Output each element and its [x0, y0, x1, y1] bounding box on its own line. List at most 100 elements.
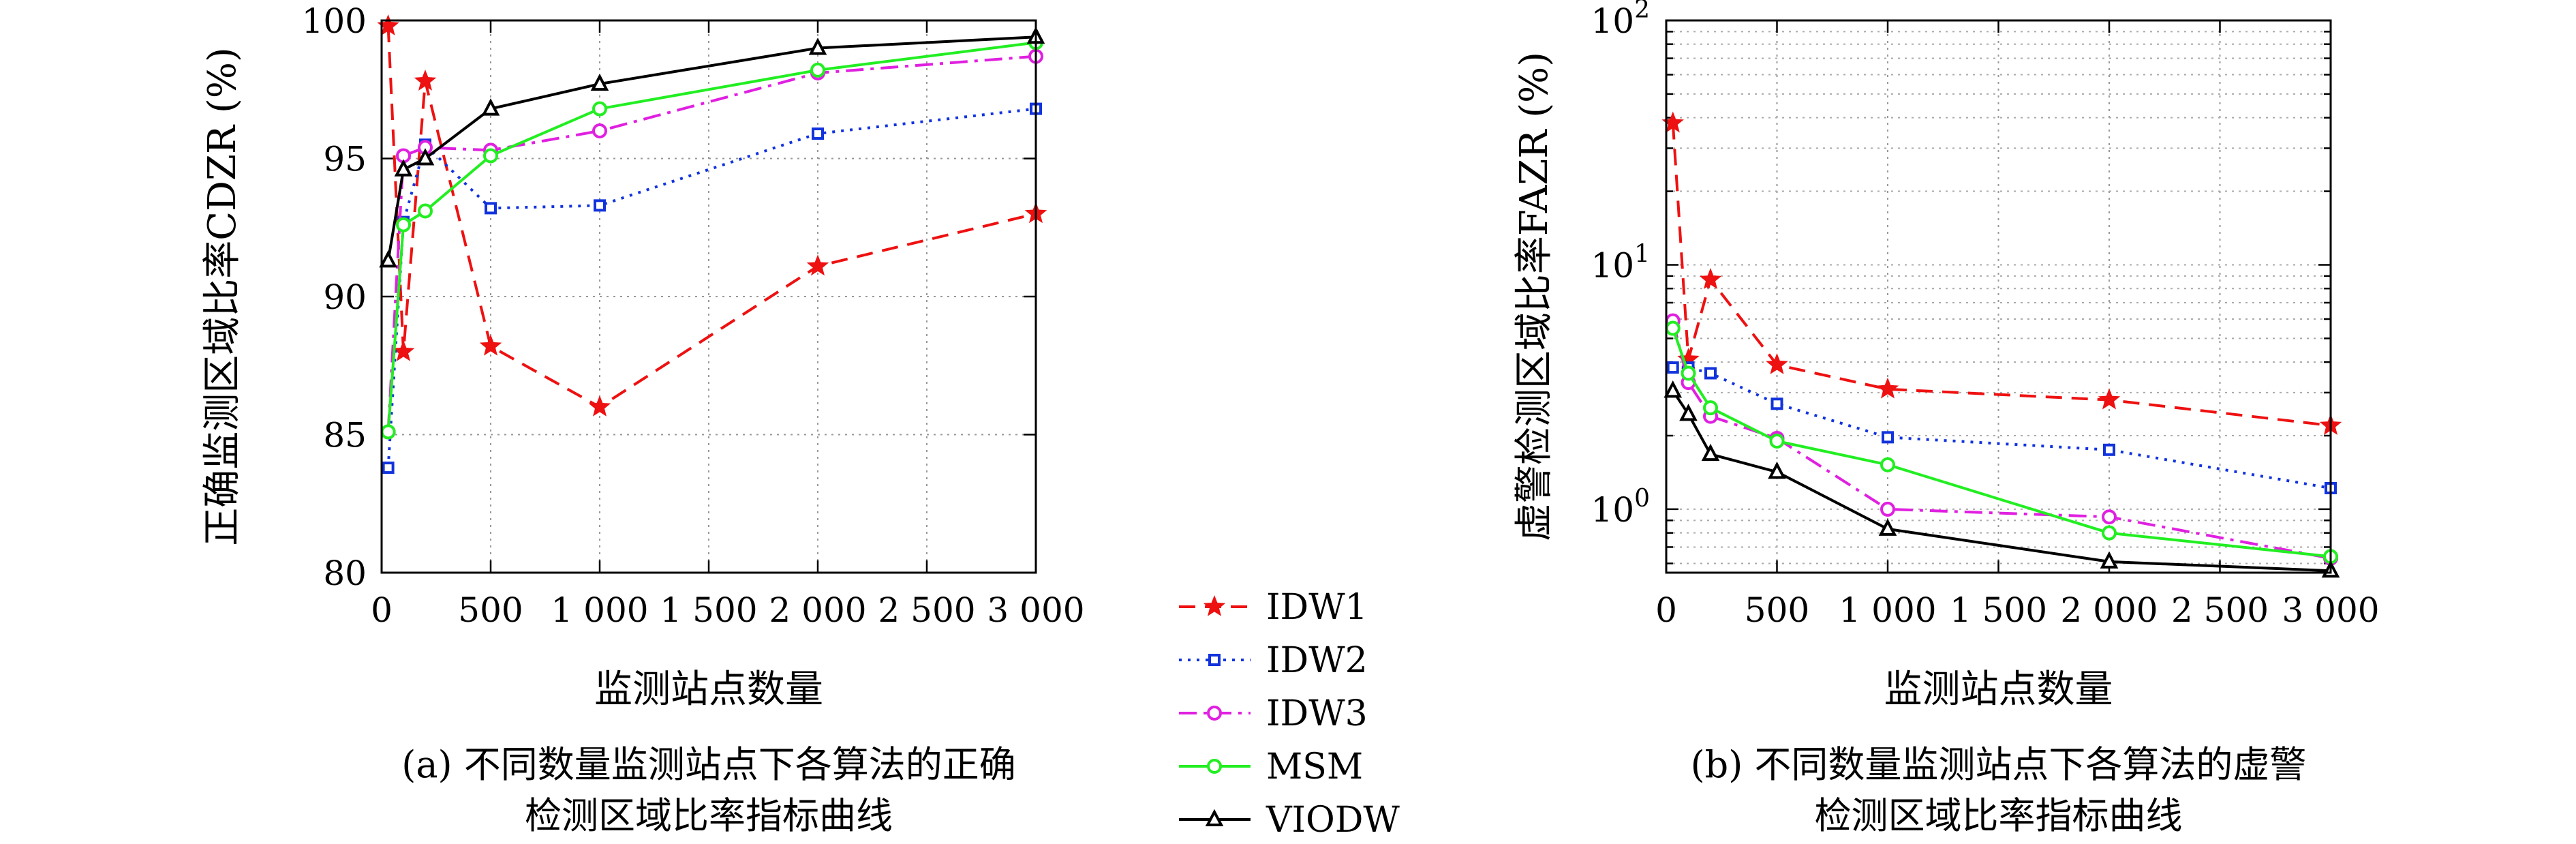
data-point: [2100, 551, 2119, 569]
data-point: [1663, 380, 1683, 398]
x-tick-label: 3 000: [987, 590, 1084, 630]
legend-label: IDW3: [1266, 693, 1368, 734]
data-point: [1880, 501, 1895, 517]
series-msm: [1665, 320, 2338, 564]
data-point: [810, 62, 825, 78]
legend-marker: [1207, 759, 1222, 774]
caption-line-2: 检测区域比率指标曲线: [1815, 794, 2183, 837]
y-tick-label: 102: [1591, 0, 1650, 41]
x-tick-label: 2 500: [2171, 590, 2269, 630]
series-viodw: [379, 27, 1045, 268]
legend: IDW1 IDW2 IDW3 MSM VIODW: [1179, 587, 1400, 841]
data-point: [2103, 443, 2115, 456]
data-point: [1701, 443, 1720, 462]
data-point: [1769, 434, 1785, 449]
series-line-viodw: [1672, 390, 2331, 573]
data-point: [1699, 268, 1722, 289]
data-point: [380, 424, 396, 440]
y-tick-label: 85: [323, 416, 367, 455]
chart-panel-a: 0 500 1 000 1 500 2 000 2 500 3 000 80 85 90 95 100…: [200, 1, 1085, 837]
data-point: [479, 334, 502, 356]
series-line-idw1: [1671, 123, 2331, 427]
data-point: [806, 254, 829, 276]
data-point: [1876, 377, 1899, 399]
data-point: [394, 159, 413, 177]
data-point: [590, 73, 609, 91]
data-point: [392, 340, 415, 361]
chart-panel-b: 0 500 1 000 1 500 2 000 2 500 3 000 100 101 102 虚警…: [1512, 0, 2380, 837]
x-tick-label: 3 000: [2282, 590, 2379, 630]
data-point: [808, 37, 827, 55]
data-point: [481, 98, 500, 116]
data-point: [485, 202, 497, 215]
legend-label: IDW2: [1266, 640, 1368, 681]
legend-marker: [1203, 594, 1226, 616]
y-tick-label: 95: [323, 140, 367, 179]
data-point: [1666, 361, 1679, 374]
grid: [1666, 20, 2331, 573]
series-idw3: [380, 48, 1043, 440]
data-point: [418, 203, 433, 219]
legend-marker: [1208, 654, 1221, 666]
data-point: [1679, 404, 1698, 421]
caption-line-1: (a) 不同数量监测站点下各算法的正确: [401, 743, 1016, 786]
data-point: [382, 462, 395, 474]
x-tick-label: 500: [1745, 590, 1809, 630]
data-point: [812, 127, 824, 140]
legend-label: VIODW: [1266, 800, 1400, 841]
legend-marker: [1205, 809, 1224, 826]
data-point: [1878, 518, 1897, 536]
plot-frame: [380, 19, 1037, 574]
series-viodw: [1663, 380, 2340, 578]
legend-item-idw3: IDW3: [1179, 693, 1368, 734]
x-tick-label: 500: [458, 590, 523, 630]
data-point: [396, 217, 411, 232]
data-point: [2102, 525, 2117, 541]
series-line-idw2: [386, 107, 1037, 468]
legend-label: IDW1: [1266, 587, 1368, 628]
series-idw1: [377, 14, 1047, 417]
y-tick-label: 80: [323, 554, 367, 593]
x-axis-label: 监测站点数量: [1884, 667, 2113, 712]
data-point: [2102, 509, 2117, 525]
data-point: [1766, 353, 1788, 374]
legend-item-msm: MSM: [1179, 747, 1363, 787]
y-tick-label: 90: [323, 277, 367, 317]
x-tick-label: 2 000: [769, 590, 866, 630]
series-idw3: [1665, 313, 2338, 566]
x-tick-label: 2 000: [2060, 590, 2158, 630]
x-tick-label: 1 500: [1950, 590, 2047, 630]
caption-line-1: (b) 不同数量监测站点下各算法的虚警: [1691, 743, 2307, 786]
series-idw2: [382, 102, 1042, 474]
legend-label: MSM: [1266, 747, 1363, 787]
y-tick-label: 100: [1591, 485, 1650, 530]
y-axis-label: 虚警检测区域比率FAZR (%): [1512, 52, 1557, 541]
x-tick-label: 1 000: [551, 590, 648, 630]
data-point: [592, 101, 607, 117]
series-line-idw1: [386, 26, 1037, 408]
y-tick-label: 100: [302, 1, 367, 41]
data-point: [594, 199, 606, 212]
x-tick-label: 0: [371, 590, 393, 630]
series-idw1: [1661, 111, 2342, 435]
legend-marker: [1207, 706, 1222, 721]
x-tick-label: 2 500: [878, 590, 975, 630]
legend-item-idw2: IDW2: [1179, 640, 1368, 681]
data-point: [1880, 457, 1895, 472]
grid: [382, 20, 1036, 573]
data-point: [1681, 365, 1696, 381]
data-point: [1665, 320, 1681, 336]
x-axis-label: 监测站点数量: [594, 667, 823, 712]
data-point: [1768, 462, 1786, 479]
legend-item-idw1: IDW1: [1179, 587, 1368, 628]
x-tick-label: 1 000: [1839, 590, 1936, 630]
data-point: [1882, 431, 1894, 444]
y-tick-label: 101: [1591, 240, 1650, 285]
legend-item-viodw: VIODW: [1179, 800, 1400, 841]
data-point: [588, 395, 611, 417]
data-point: [1704, 367, 1717, 380]
x-tick-label: 1 500: [660, 590, 757, 630]
data-point: [1703, 400, 1718, 416]
data-point: [483, 148, 498, 164]
